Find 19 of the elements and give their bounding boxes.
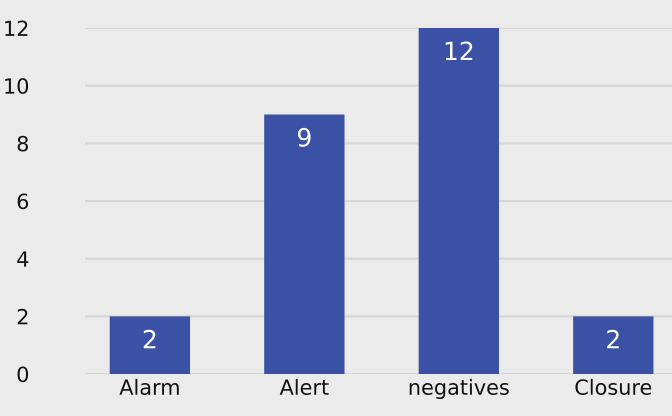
x-tick-label: Closure bbox=[575, 378, 652, 395]
bar bbox=[418, 28, 499, 374]
y-tick-label: 8 bbox=[18, 136, 28, 152]
bar bbox=[110, 316, 190, 374]
x-tick-label: negatives bbox=[410, 378, 509, 400]
y-tick-label: 10 bbox=[5, 78, 28, 94]
y-tick-label: 12 bbox=[5, 20, 28, 36]
bar bbox=[264, 114, 345, 374]
data-label: 9 bbox=[298, 128, 311, 147]
data-label: 2 bbox=[607, 330, 619, 348]
y-tick-label: 4 bbox=[17, 251, 28, 267]
x-tick-label: Alert bbox=[280, 378, 329, 395]
y-tick-label: 0 bbox=[18, 366, 28, 382]
y-tick-label: 2 bbox=[18, 308, 28, 324]
data-label: 2 bbox=[144, 330, 156, 348]
y-tick-label: 6 bbox=[18, 193, 28, 210]
bar bbox=[573, 316, 654, 374]
data-label: 12 bbox=[446, 41, 472, 60]
x-tick-label: Alarm bbox=[119, 378, 179, 395]
